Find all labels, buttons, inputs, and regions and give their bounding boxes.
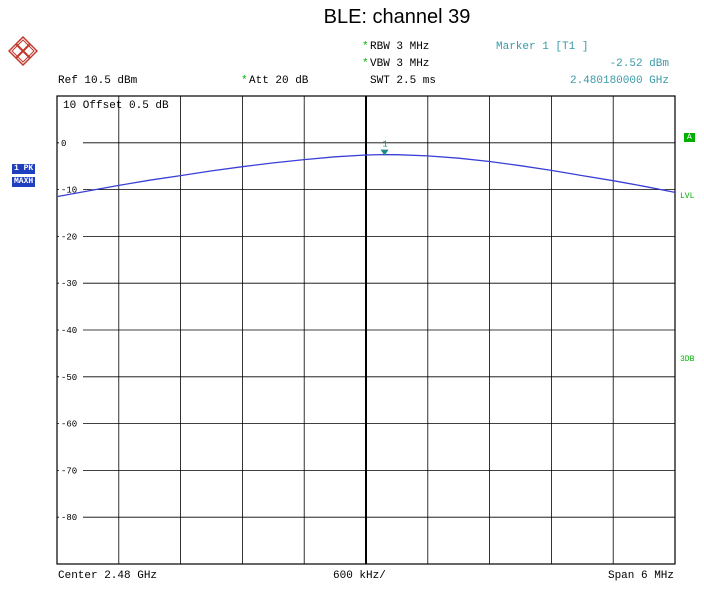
y-tick-label-bg [59, 230, 83, 242]
trace-layer [56, 153, 676, 198]
y-tick-label: -50 [61, 373, 77, 383]
y-tick-label-bg [59, 464, 83, 476]
y-tick-label-bg [59, 511, 83, 523]
grid [56, 95, 676, 565]
y-tick-label-bg [59, 324, 83, 335]
ref-level-label: Ref 10.5 dBm [58, 75, 138, 87]
y-tick-label: -20 [61, 232, 77, 242]
rbw-star: * [362, 41, 369, 53]
attenuation-label: Att 20 dB [249, 75, 309, 87]
sweep-time-label: SWT 2.5 ms [370, 75, 437, 87]
y-tick-label-bg [59, 370, 83, 382]
span-label: Span 6 MHz [607, 570, 674, 582]
chart-title: BLE: channel 39 [323, 6, 471, 28]
trace-detector-badge: 1 PK [12, 164, 36, 174]
center-frequency-label: Center 2.48 GHz [58, 570, 158, 582]
y-tick-label: -60 [61, 420, 77, 430]
y-tick-label: -10 [61, 186, 77, 196]
offset-label: 10 Offset 0.5 dB [63, 100, 169, 112]
marker-1-triangle [380, 149, 389, 156]
y-tick-label: -80 [61, 513, 77, 523]
three-db-label: 3DB [680, 355, 695, 364]
marker-1-label: 1 [383, 140, 388, 150]
y-tick-label-bg [59, 277, 83, 289]
y-tick-label-bg [59, 136, 83, 148]
marker-layer: 1 [380, 140, 389, 156]
y-tick-label: 0 [61, 139, 66, 149]
y-tick-label: -30 [61, 279, 77, 289]
y-tick-labels: 0 -10 -20 -30 -40 -50 -60 -70 -80 [59, 136, 83, 523]
rohde-schwarz-logo-icon [8, 36, 38, 66]
trace-line [56, 153, 676, 198]
vbw-star: * [362, 58, 369, 70]
att-star: * [241, 75, 248, 87]
trace-a-badge: A [684, 133, 695, 142]
frequency-per-division-label: 600 kHz/ [333, 570, 386, 582]
marker-level: -2.52 dBm [609, 58, 669, 70]
y-tick-label: -70 [61, 466, 77, 476]
y-tick-label-bg [59, 417, 83, 429]
y-tick-label-bg [59, 183, 83, 195]
vbw-label: VBW 3 MHz [370, 58, 430, 70]
marker-title: Marker 1 [T1 ] [496, 41, 589, 53]
lvl-label: LVL [680, 192, 695, 201]
y-tick-label: -40 [61, 326, 77, 336]
rbw-label: RBW 3 MHz [370, 41, 430, 53]
trace-mode-badge: MAXH [12, 177, 36, 187]
marker-frequency: 2.480180000 GHz [569, 75, 669, 87]
